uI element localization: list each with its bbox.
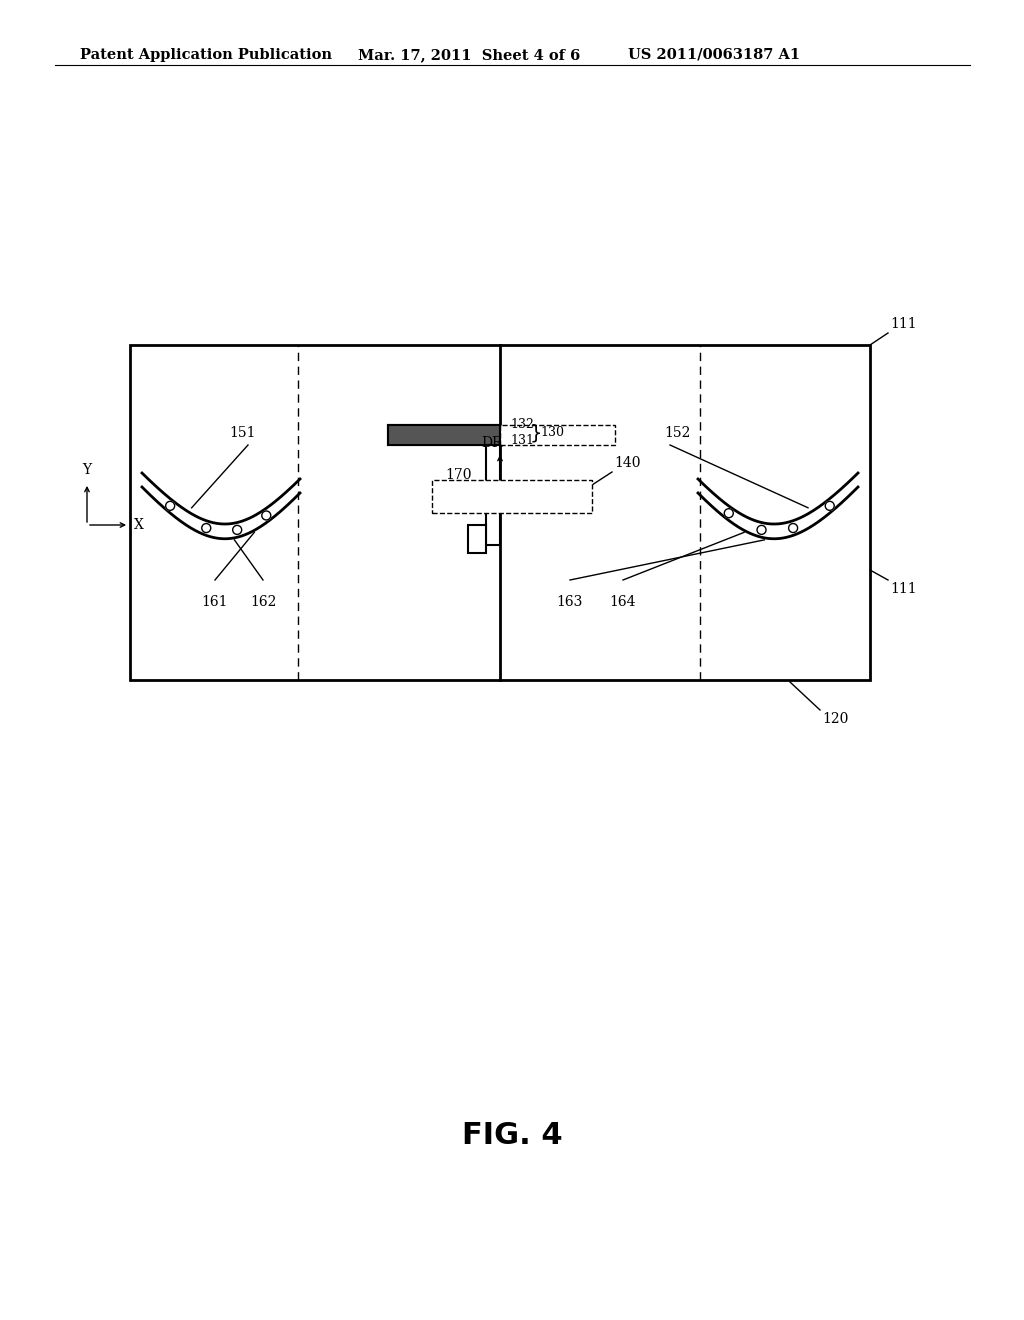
Text: Y: Y — [83, 463, 91, 477]
Text: FIG. 4: FIG. 4 — [462, 1121, 562, 1150]
Text: 170: 170 — [445, 469, 471, 482]
Text: 162: 162 — [250, 595, 276, 609]
Text: 130: 130 — [540, 426, 564, 440]
Circle shape — [232, 525, 242, 535]
Bar — [432, 480, 592, 513]
FancyBboxPatch shape — [388, 425, 500, 445]
Bar — [486, 445, 500, 545]
Text: 132: 132 — [510, 418, 534, 432]
Circle shape — [825, 502, 835, 511]
Circle shape — [202, 524, 211, 532]
Circle shape — [788, 524, 798, 532]
Bar — [468, 525, 486, 553]
Circle shape — [757, 525, 766, 535]
Circle shape — [262, 511, 270, 520]
Text: X: X — [134, 517, 144, 532]
Bar — [388, 425, 500, 445]
Text: DR: DR — [481, 436, 503, 450]
Text: 120: 120 — [822, 711, 848, 726]
Text: }: } — [530, 424, 543, 442]
Circle shape — [724, 508, 733, 517]
Text: 111: 111 — [890, 317, 916, 331]
Text: 164: 164 — [609, 595, 636, 609]
Text: Mar. 17, 2011  Sheet 4 of 6: Mar. 17, 2011 Sheet 4 of 6 — [358, 48, 581, 62]
Text: Patent Application Publication: Patent Application Publication — [80, 48, 332, 62]
Bar — [388, 425, 500, 445]
Text: US 2011/0063187 A1: US 2011/0063187 A1 — [628, 48, 800, 62]
Bar — [130, 345, 870, 680]
Text: 163: 163 — [557, 595, 584, 609]
Text: 111: 111 — [890, 582, 916, 597]
Text: 152: 152 — [665, 426, 691, 440]
Text: 131: 131 — [510, 433, 534, 446]
Text: 140: 140 — [614, 455, 640, 470]
Text: 161: 161 — [202, 595, 228, 609]
Text: 151: 151 — [229, 426, 256, 440]
Bar — [500, 425, 615, 445]
Circle shape — [166, 502, 175, 511]
